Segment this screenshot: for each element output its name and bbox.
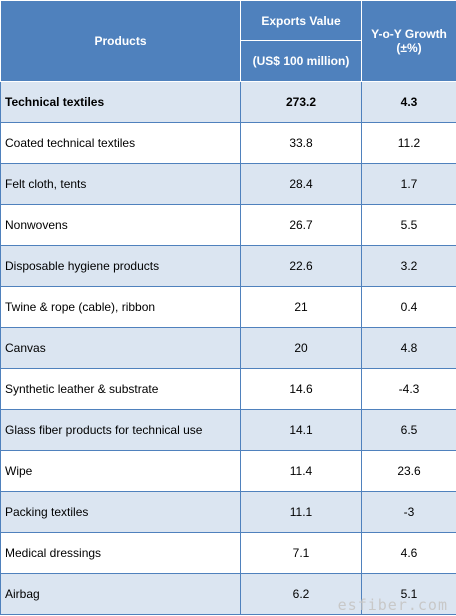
table-row: Airbag 6.2 5.1 [0,573,456,615]
product-cell: Canvas [0,327,241,369]
growth-cell: 5.5 [361,204,456,246]
table-row: Technical textiles 273.2 4.3 [0,81,456,123]
table-row: Canvas 20 4.8 [0,327,456,369]
header-growth-label: Y-o-Y Growth [371,27,447,41]
table-row: Twine & rope (cable), ribbon 21 0.4 [0,286,456,328]
value-cell: 14.6 [240,368,362,410]
value-cell: 22.6 [240,245,362,287]
table-row: Synthetic leather & substrate 14.6 -4.3 [0,368,456,410]
product-cell: Packing textiles [0,491,241,533]
value-cell: 28.4 [240,163,362,205]
growth-cell: 0.4 [361,286,456,328]
value-cell: 11.1 [240,491,362,533]
header-exports-unit: (US$ 100 million) [240,40,362,82]
table-row: Disposable hygiene products 22.6 3.2 [0,245,456,287]
value-cell: 33.8 [240,122,362,164]
product-cell: Technical textiles [0,81,241,123]
value-cell: 26.7 [240,204,362,246]
value-cell: 11.4 [240,450,362,492]
value-cell: 14.1 [240,409,362,451]
growth-cell: 3.2 [361,245,456,287]
product-cell: Felt cloth, tents [0,163,241,205]
growth-cell: 4.8 [361,327,456,369]
table-row: Medical dressings 7.1 4.6 [0,532,456,574]
value-cell: 20 [240,327,362,369]
growth-cell: 5.1 [361,573,456,615]
growth-cell: 11.2 [361,122,456,164]
product-cell: Glass fiber products for technical use [0,409,241,451]
growth-cell: -4.3 [361,368,456,410]
growth-cell: 4.3 [361,81,456,123]
header-growth: Y-o-Y Growth (±%) [361,0,456,82]
header-growth-unit: (±%) [396,41,422,55]
product-cell: Wipe [0,450,241,492]
product-cell: Nonwovens [0,204,241,246]
product-cell: Disposable hygiene products [0,245,241,287]
watermark: esfiber.com [337,596,448,614]
product-cell: Coated technical textiles [0,122,241,164]
growth-cell: 1.7 [361,163,456,205]
header-exports-value: Exports Value [240,0,362,41]
table-row: Wipe 11.4 23.6 [0,450,456,492]
header-products: Products [0,0,241,82]
value-cell: 21 [240,286,362,328]
value-cell: 273.2 [240,81,362,123]
growth-cell: 4.6 [361,532,456,574]
growth-cell: 23.6 [361,450,456,492]
product-cell: Synthetic leather & substrate [0,368,241,410]
table-row: Felt cloth, tents 28.4 1.7 [0,163,456,205]
product-cell: Twine & rope (cable), ribbon [0,286,241,328]
growth-cell: 6.5 [361,409,456,451]
table-row: Nonwovens 26.7 5.5 [0,204,456,246]
table-row: Glass fiber products for technical use 1… [0,409,456,451]
value-cell: 7.1 [240,532,362,574]
table-row: Coated technical textiles 33.8 11.2 [0,122,456,164]
table-row: Packing textiles 11.1 -3 [0,491,456,533]
product-cell: Medical dressings [0,532,241,574]
growth-cell: -3 [361,491,456,533]
product-cell: Airbag [0,573,241,615]
